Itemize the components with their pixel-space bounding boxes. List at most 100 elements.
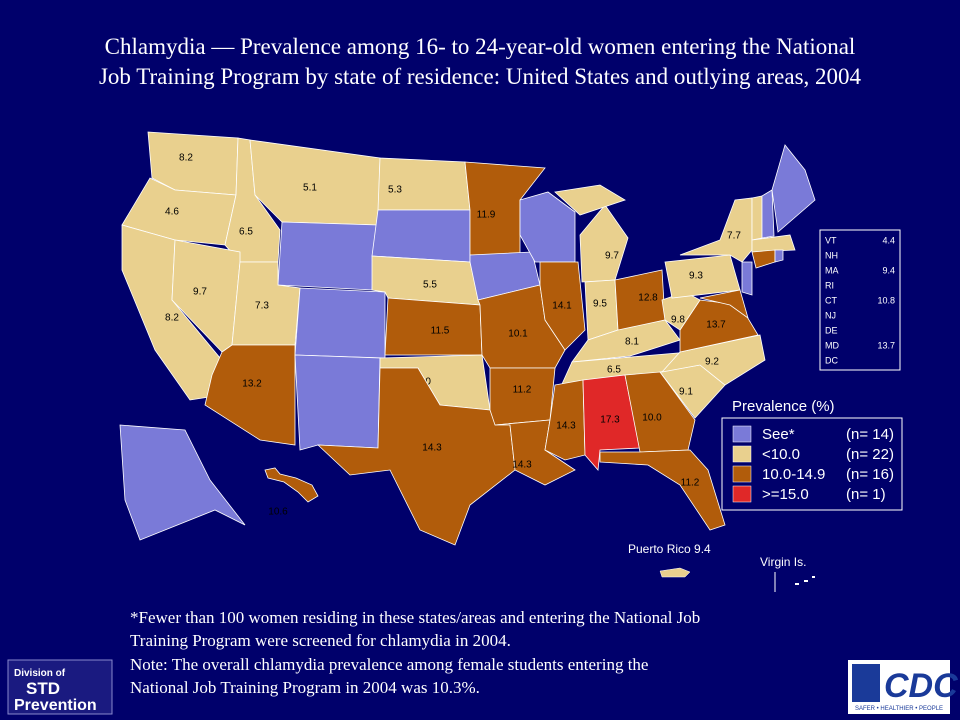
state [751,234,796,253]
puerto-rico [659,567,691,578]
std-logo-text: STD [26,679,60,698]
state [761,189,775,239]
legend-swatch [732,465,752,483]
legend-swatch [732,425,752,443]
inset-code: DE [825,325,838,335]
state [554,184,626,216]
state-value-label: 9.3 [689,271,703,282]
state-value-label: 13.2 [242,379,262,390]
title-line: Chlamydia — Prevalence among 16- to 24-y… [105,34,856,59]
state [204,344,296,446]
state [294,354,381,451]
state-value-label: 11.2 [681,478,700,489]
state [751,195,763,241]
footnote-line: *Fewer than 100 women residing in these … [130,608,700,627]
state-value-label: 9.7 [605,251,619,262]
state [277,221,379,291]
inset-value: 9.4 [882,265,895,275]
legend-label: >=15.0 [762,486,809,503]
legend-count: (n= 1) [846,486,886,503]
cdc-logo-emblem [852,664,880,702]
std-logo-text: Division of [14,668,66,679]
state-value-label: 6.5 [607,365,621,376]
inset-code: DC [825,355,838,365]
inset-code: MD [825,340,839,350]
state-value-label: 9.2 [705,357,719,368]
state-value-label: 11.5 [431,326,450,337]
state-value-label: 4.6 [165,207,179,218]
state-value-label: 10.6 [268,507,288,518]
state-value-label: 14.1 [552,301,572,312]
state [489,367,556,426]
state-value-label: 8.2 [165,313,179,324]
inset-value: 4.4 [882,235,895,245]
state-value-label: 9.8 [671,315,685,326]
state-value-label: 10.1 [508,329,528,340]
state-value-label: 5.3 [388,185,402,196]
inset-code: RI [825,280,834,290]
inset-code: VT [825,235,837,245]
legend-box [721,417,903,511]
state-value-label: 11.2 [513,385,532,396]
state [699,289,749,320]
state-value-label: 12.8 [638,293,658,304]
state-value-label: 7.3 [255,301,269,312]
footnote-line: National Job Training Program in 2004 wa… [130,678,480,697]
inset-code: CT [825,295,837,305]
inset-value: 10.8 [877,295,895,305]
legend-swatch [732,485,752,503]
island [804,580,808,582]
legend-label: See* [762,426,795,443]
title-line: Job Training Program by state of residen… [99,64,862,89]
state [660,334,766,386]
legend-title: Prevalence (%) [732,398,835,415]
state-value-label: 9.7 [193,287,207,298]
state [584,279,619,341]
inset-box [819,229,901,371]
state-value-label: 8.1 [625,337,639,348]
state [371,209,471,263]
state-value-label: 13.7 [706,320,726,331]
state-value-label: 6.5 [239,227,253,238]
std-logo-text: Prevention [14,697,97,714]
virgin-islands [774,572,815,592]
state [771,144,816,233]
inset-value: 13.7 [877,340,895,350]
territory-label: Virgin Is. [760,555,806,569]
state-value-label: 5.1 [303,183,317,194]
footnote-line: Note: The overall chlamydia prevalence a… [130,655,648,674]
cdc-tagline: SAFER • HEALTHIER • PEOPLE [855,706,943,712]
cdc-logo-text: CDC [884,667,958,705]
island [812,576,815,578]
state-value-label: 14.3 [422,443,442,454]
territory-label: Puerto Rico 9.4 [628,542,711,556]
legend-count: (n= 16) [846,466,894,483]
map: 8.24.68.26.59.75.17.313.25.35.511.59.014… [119,131,816,546]
legend-swatch [732,445,752,463]
state [599,449,726,531]
state [774,249,784,263]
state-value-label: 5.5 [423,280,437,291]
state-value-label: 9.1 [679,387,693,398]
inset-code: NJ [825,310,836,320]
state [539,261,586,351]
state-value-label: 14.3 [556,421,576,432]
state-value-label: 8.2 [179,153,193,164]
state-value-label: 10.0 [642,413,662,424]
state [264,467,319,503]
island [795,583,799,585]
state-value-label: 11.9 [477,210,496,221]
state-value-label: 7.7 [727,231,741,242]
inset-code: MA [825,265,839,275]
legend-label: 10.0-14.9 [762,466,825,483]
legend-count: (n= 22) [846,446,894,463]
legend-count: (n= 14) [846,426,894,443]
state-value-label: 9.5 [593,299,607,310]
legend-label: <10.0 [762,446,800,463]
state [119,424,246,541]
state-value-label: 14.3 [512,460,532,471]
state-value-label: 17.3 [600,415,620,426]
state [741,261,753,296]
state [294,287,386,359]
